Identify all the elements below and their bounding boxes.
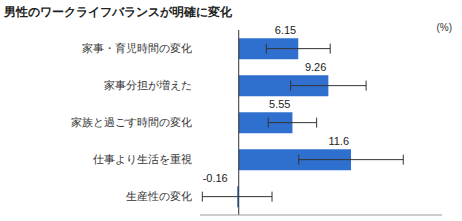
svg-text:5.55: 5.55 xyxy=(269,98,290,110)
svg-text:家族と過ごす時間の変化: 家族と過ごす時間の変化 xyxy=(71,116,192,129)
svg-text:6.15: 6.15 xyxy=(275,24,296,36)
svg-text:家事分担が増えた: 家事分担が増えた xyxy=(104,79,192,91)
svg-text:11.6: 11.6 xyxy=(328,135,349,147)
svg-text:家事・育児時間の変化: 家事・育児時間の変化 xyxy=(82,42,192,54)
svg-text:-0.16: -0.16 xyxy=(203,172,228,184)
svg-text:仕事より生活を重視: 仕事より生活を重視 xyxy=(93,153,192,165)
svg-text:生産性の変化: 生産性の変化 xyxy=(126,190,192,202)
svg-text:9.26: 9.26 xyxy=(305,61,326,73)
html-text:男性のワークライフバランスが明確に変化: 男性のワークライフバランスが明確に変化 xyxy=(4,5,232,19)
